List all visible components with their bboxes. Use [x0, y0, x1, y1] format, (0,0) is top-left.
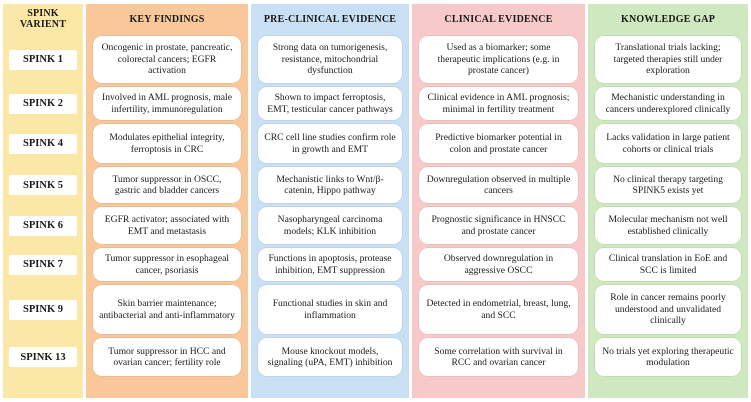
key-findings-cell: Oncogenic in prostate, pancreatic, color…: [93, 36, 241, 83]
variant-label: SPINK 2: [9, 93, 77, 114]
preclinical-evidence-cell: Functions in apoptosis, protease inhibit…: [258, 248, 402, 281]
knowledge-gap-cell: Molecular mechanism not well established…: [595, 207, 741, 244]
key-findings-cell: Tumor suppressor in esophageal cancer, p…: [93, 248, 241, 281]
knowledge-gap-column: KNOWLEDGE GAP Translational trials lackin…: [588, 4, 748, 398]
knowledge-gap-cell: Clinical translation in EoE and SCC is l…: [595, 248, 741, 281]
variant-label: SPINK 5: [9, 175, 77, 195]
preclinical-evidence-cell: Mouse knockout models, signaling (uPA, E…: [258, 338, 402, 376]
clinical-evidence-cell: Detected in endometrial, breast, lung, a…: [419, 285, 578, 334]
spink-variant-header: SPINK VARIENT: [19, 8, 67, 30]
key-findings-cell: Modulates epithelial integrity, ferropto…: [93, 124, 241, 163]
variant-label: SPINK 7: [9, 254, 77, 275]
preclinical-evidence-cell: Nasopharyngeal carcinoma models; KLK inh…: [258, 207, 402, 244]
key-findings-cell: EGFR activator; associated with EMT and …: [93, 207, 241, 244]
knowledge-gap-cell: Translational trials lacking; targeted t…: [595, 36, 741, 83]
variant-label: SPINK 13: [9, 347, 77, 367]
spink-variant-column: SPINK VARIENT SPINK 1 SPINK 2 SPINK 4 SPINK …: [3, 4, 83, 398]
key-findings-cell: Involved in AML prognosis, male infertil…: [93, 87, 241, 120]
key-findings-cell: Tumor suppressor in HCC and ovarian canc…: [93, 338, 241, 376]
knowledge-gap-cell: No trials yet exploring therapeutic modu…: [595, 338, 741, 376]
knowledge-gap-cell: Lacks validation in large patient cohort…: [595, 124, 741, 163]
knowledge-gap-cell: No clinical therapy targeting SPINK5 exi…: [595, 167, 741, 203]
knowledge-gap-cell: Role in cancer remains poorly understood…: [595, 285, 741, 334]
knowledge-gap-cell: Mechanistic understanding in cancers und…: [595, 87, 741, 120]
preclinical-evidence-cell: Shown to impact ferroptosis, EMT, testic…: [258, 87, 402, 120]
key-findings-header: KEY FINDINGS: [129, 13, 205, 25]
clinical-evidence-cell: Some correlation with survival in RCC an…: [419, 338, 578, 376]
variant-label: SPINK 6: [9, 215, 77, 236]
preclinical-evidence-header: PRE-CLINICAL EVIDENCE: [263, 13, 397, 25]
clinical-evidence-cell: Clinical evidence in AML prognosis; mini…: [419, 87, 578, 120]
preclinical-evidence-cell: CRC cell line studies confirm role in gr…: [258, 124, 402, 163]
key-findings-cell: Tumor suppressor in OSCC, gastric and bl…: [93, 167, 241, 203]
clinical-evidence-cell: Observed downregulation in aggressive OS…: [419, 248, 578, 281]
preclinical-evidence-column: PRE-CLINICAL EVIDENCE Strong data on tumo…: [251, 4, 409, 398]
clinical-evidence-cell: Predictive biomarker potential in colon …: [419, 124, 578, 163]
knowledge-gap-header: KNOWLEDGE GAP: [621, 13, 715, 25]
clinical-evidence-column: CLINICAL EVIDENCE Used as a biomarker; so…: [412, 4, 585, 398]
clinical-evidence-cell: Downregulation observed in multiple canc…: [419, 167, 578, 203]
preclinical-evidence-cell: Functional studies in skin and inflammat…: [258, 285, 402, 334]
preclinical-evidence-cell: Strong data on tumorigenesis, resistance…: [258, 36, 402, 83]
key-findings-column: KEY FINDINGS Oncogenic in prostate, pancr…: [86, 4, 248, 398]
variant-label: SPINK 9: [9, 299, 77, 320]
variant-label: SPINK 4: [9, 133, 77, 154]
preclinical-evidence-cell: Mechanistic links to Wnt/β-catenin, Hipp…: [258, 167, 402, 203]
clinical-evidence-cell: Used as a biomarker; some therapeutic im…: [419, 36, 578, 83]
variant-label: SPINK 1: [9, 49, 77, 70]
key-findings-cell: Skin barrier maintenance; antibacterial …: [93, 285, 241, 334]
clinical-evidence-header: CLINICAL EVIDENCE: [444, 13, 553, 25]
clinical-evidence-cell: Prognostic significance in HNSCC and pro…: [419, 207, 578, 244]
